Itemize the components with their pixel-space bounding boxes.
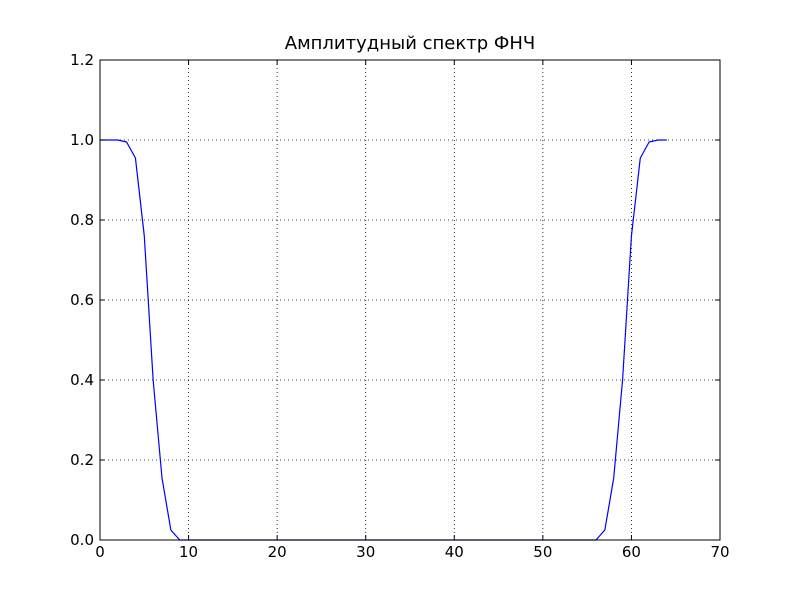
chart-title: Амплитудный спектр ФНЧ (285, 33, 535, 54)
x-tick-labels: 0 10 20 30 40 50 60 70 (95, 543, 729, 561)
x-tick-label: 30 (356, 543, 375, 561)
y-tick-label: 0.4 (70, 371, 94, 389)
y-tick-label: 1.0 (70, 131, 94, 149)
x-tick-label: 70 (710, 543, 729, 561)
x-tick-label: 20 (268, 543, 287, 561)
y-tick-label: 0.0 (70, 531, 94, 549)
x-tick-label: 40 (445, 543, 464, 561)
y-tick-label: 0.8 (70, 211, 94, 229)
x-tick-label: 60 (622, 543, 641, 561)
y-tick-labels: 0.0 0.2 0.4 0.6 0.8 1.0 1.2 (70, 51, 94, 549)
ticks (99, 59, 721, 541)
x-tick-label: 10 (179, 543, 198, 561)
x-tick-label: 0 (95, 543, 105, 561)
y-tick-label: 0.6 (70, 291, 94, 309)
y-tick-label: 1.2 (70, 51, 94, 69)
y-tick-label: 0.2 (70, 451, 94, 469)
x-tick-label: 50 (533, 543, 552, 561)
